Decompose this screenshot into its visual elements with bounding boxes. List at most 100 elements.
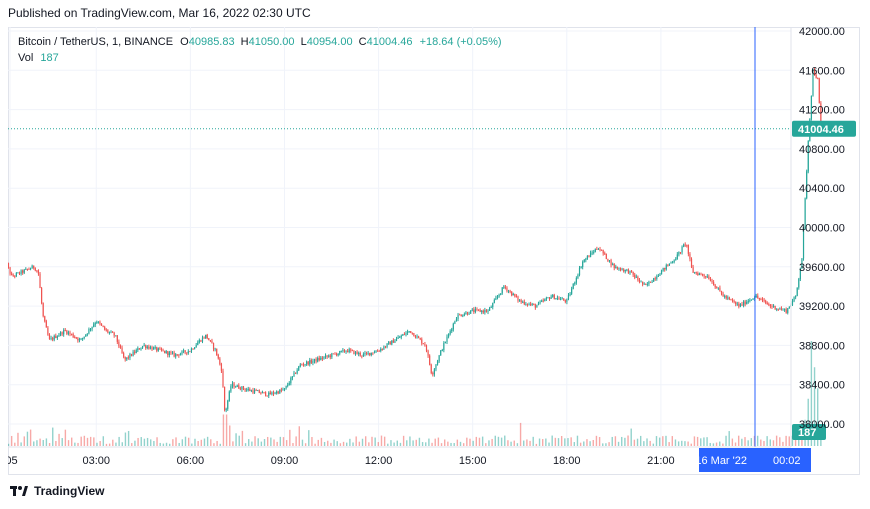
candle-body [555, 298, 557, 300]
candle-body [777, 308, 779, 310]
candle-body [779, 308, 781, 310]
candle-body [810, 95, 813, 119]
volume-bar [295, 436, 297, 446]
candle-body [405, 332, 407, 335]
candle-body [40, 288, 43, 304]
candle-body [323, 357, 325, 359]
candle-body [337, 353, 339, 356]
candle-body [63, 330, 65, 335]
volume-bar [817, 388, 819, 446]
tradingview-logo[interactable]: TradingView [10, 484, 104, 498]
candle-body [50, 338, 52, 340]
volume-bar [83, 435, 86, 446]
candle-body [176, 354, 178, 356]
candle-body [675, 259, 677, 261]
candle-body [664, 267, 666, 270]
candle-body [755, 295, 757, 298]
volume-bar [766, 436, 768, 446]
volume-bar [17, 432, 19, 446]
candle-body [28, 269, 30, 270]
candle-body [329, 355, 331, 358]
candle-body [261, 391, 264, 394]
candle-body [25, 268, 27, 270]
volume-bar [750, 438, 753, 446]
volume-bar [589, 441, 591, 446]
candle-body [332, 353, 335, 355]
candle-body [684, 244, 686, 246]
candle-body [375, 351, 377, 353]
candle-body [719, 287, 721, 291]
volume-bar [244, 443, 247, 446]
volume-bar [159, 442, 161, 446]
volume-bar [232, 441, 234, 446]
candle-body [107, 330, 109, 333]
candle-body [33, 265, 35, 268]
x-tick-label: 03:00 [82, 455, 110, 467]
candle-body [208, 338, 210, 341]
volume-bar [285, 440, 288, 446]
candle-body [56, 336, 58, 338]
volume-bar [598, 437, 601, 446]
candle-body [572, 283, 574, 289]
volume-bar [292, 443, 294, 446]
candle-body [520, 300, 522, 303]
volume-bar [769, 439, 771, 446]
volume-bar [560, 435, 563, 446]
volume-bar [545, 438, 547, 446]
candle-body [654, 278, 656, 280]
volume-bar [143, 438, 146, 446]
volume-bar [311, 436, 313, 446]
candle-body [326, 355, 328, 357]
candle-body [145, 345, 147, 348]
candle-body [697, 273, 699, 275]
volume-bar [434, 438, 436, 446]
candle-body [665, 265, 667, 270]
price-chart[interactable]: 41004.46 187 16 Mar '22 00:02 42000.00 41600… [8, 27, 860, 475]
candle-body [559, 299, 562, 300]
volume-bar [772, 440, 775, 446]
candle-body [574, 282, 576, 284]
candle-body [154, 347, 156, 348]
candle-body [201, 337, 204, 342]
candle-body [588, 256, 590, 258]
volume-bar [475, 436, 478, 446]
candle-body [129, 354, 131, 358]
candle-body [482, 310, 484, 313]
candle-body [353, 350, 355, 355]
candle-body [22, 270, 24, 273]
volume-bar [26, 431, 29, 446]
candle-body [421, 339, 423, 344]
volume-bar [516, 443, 519, 446]
candle-body [799, 268, 801, 279]
volume-bar [466, 437, 468, 446]
candle-body [787, 308, 789, 313]
volume-bar [153, 440, 155, 446]
candle-body [277, 391, 279, 394]
candle-body [690, 258, 693, 268]
candle-body [82, 338, 84, 339]
volume-bar [481, 436, 484, 446]
candle-body [774, 305, 776, 310]
candle-body [276, 391, 278, 394]
candle-body [102, 325, 104, 327]
volume-bar [734, 442, 737, 446]
volume-bar [317, 439, 319, 446]
volume-bar [636, 438, 639, 446]
candle-body [178, 354, 180, 356]
grid [8, 27, 791, 447]
candle-body [272, 392, 275, 394]
volume-bar [187, 437, 190, 446]
volume-bar [497, 436, 500, 446]
vol-label[interactable]: Vol [18, 52, 34, 64]
candle-body [36, 270, 38, 272]
candle-body [601, 250, 603, 252]
volume-bar [251, 441, 253, 446]
candle-body [698, 273, 701, 275]
candle-body [159, 348, 161, 350]
symbol-label[interactable]: Bitcoin / TetherUS, 1, BINANCE [18, 36, 174, 48]
candle-body [115, 335, 117, 337]
candle-body [801, 258, 803, 269]
volume-bar [785, 435, 787, 446]
candle-body [394, 340, 396, 343]
candle-body [556, 297, 559, 299]
